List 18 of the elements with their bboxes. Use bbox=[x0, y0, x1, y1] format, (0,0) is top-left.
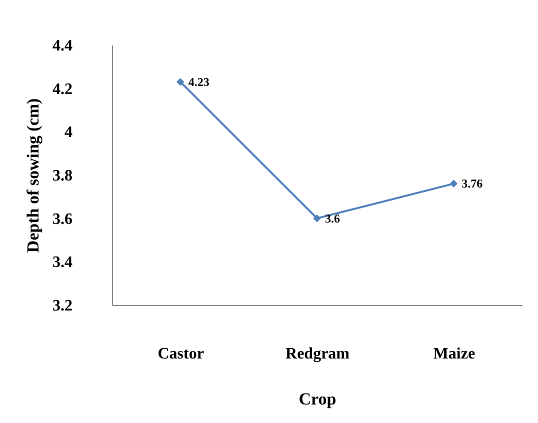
point bbox=[176, 78, 184, 86]
x-axis-title: Crop bbox=[298, 390, 336, 408]
x-tick-label: Redgram bbox=[286, 346, 350, 362]
data-label: 3.6 bbox=[325, 211, 340, 226]
y-axis-title: Depth of sowing (cm) bbox=[24, 98, 42, 253]
y-tick-label: 4.2 bbox=[52, 80, 72, 98]
y-tick-label: 4 bbox=[64, 124, 72, 142]
point bbox=[450, 180, 458, 188]
y-tick-label: 3.4 bbox=[52, 254, 72, 272]
x-tick-label: Maize bbox=[433, 346, 476, 362]
point bbox=[313, 214, 321, 222]
x-tick-label: Castor bbox=[158, 346, 204, 362]
y-tick-label: 4.4 bbox=[52, 38, 72, 54]
y-tick-label: 3.2 bbox=[52, 298, 72, 314]
y-tick-label: 3.8 bbox=[52, 168, 72, 184]
data-label: 3.76 bbox=[462, 176, 483, 191]
y-tick-label: 3.6 bbox=[52, 210, 72, 228]
data-label: 4.23 bbox=[188, 74, 210, 89]
